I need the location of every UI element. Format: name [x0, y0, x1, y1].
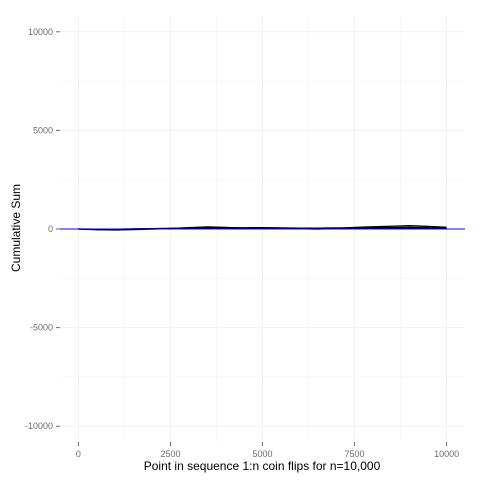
- x-tick-label: 7500: [345, 449, 365, 459]
- x-tick-label: 5000: [252, 449, 272, 459]
- y-tick-label: -10000: [25, 421, 53, 431]
- x-axis-title: Point in sequence 1:n coin flips for n=1…: [144, 459, 381, 473]
- x-tick-label: 0: [76, 449, 81, 459]
- x-tick-label: 2500: [160, 449, 180, 459]
- y-tick-label: -5000: [30, 323, 53, 333]
- y-tick-label: 5000: [33, 125, 53, 135]
- x-tick-label: 10000: [434, 449, 459, 459]
- y-tick-label: 10000: [28, 27, 53, 37]
- y-axis-ticks: -10000 -5000 0 5000 10000: [25, 27, 60, 431]
- x-axis-ticks: 0 2500 5000 7500 10000: [76, 442, 459, 459]
- y-axis-title: Cumulative Sum: [9, 184, 23, 272]
- y-tick-label: 0: [48, 224, 53, 234]
